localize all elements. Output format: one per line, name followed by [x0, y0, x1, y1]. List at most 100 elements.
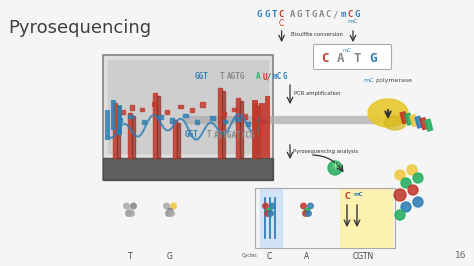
Bar	[113, 103, 117, 158]
Text: T: T	[353, 52, 361, 64]
Bar	[195, 120, 199, 124]
Bar	[232, 108, 237, 111]
Bar	[415, 116, 423, 128]
Bar	[153, 93, 157, 158]
Circle shape	[328, 161, 342, 175]
Bar	[165, 110, 169, 114]
Bar	[405, 113, 413, 125]
Text: AGTG: AGTG	[227, 72, 246, 81]
Text: G: G	[257, 10, 263, 19]
Text: G: G	[369, 52, 377, 64]
Text: Cycles: Cycles	[242, 253, 258, 258]
Bar	[117, 106, 120, 158]
Text: Bisulfite conversion: Bisulfite conversion	[292, 32, 343, 38]
Text: Pyrosequencing analysis: Pyrosequencing analysis	[293, 149, 358, 155]
Circle shape	[407, 165, 417, 175]
Bar	[210, 116, 215, 120]
Text: 16: 16	[455, 251, 466, 260]
Text: G: G	[283, 72, 288, 81]
Text: A: A	[304, 252, 310, 261]
Bar	[183, 114, 188, 117]
Bar	[111, 100, 117, 130]
Bar	[142, 120, 146, 124]
Text: T: T	[304, 10, 310, 19]
Text: A: A	[290, 10, 295, 19]
Ellipse shape	[368, 99, 408, 127]
Bar	[255, 188, 395, 248]
Circle shape	[129, 211, 134, 216]
Text: C: C	[321, 52, 329, 64]
Bar	[259, 103, 265, 158]
Text: C: C	[326, 10, 331, 19]
Circle shape	[413, 197, 423, 207]
Text: /: /	[333, 10, 338, 19]
Bar	[253, 110, 258, 114]
Text: C: C	[279, 19, 284, 28]
Bar	[178, 105, 183, 108]
Bar	[103, 55, 273, 180]
Circle shape	[395, 210, 405, 220]
Bar	[170, 118, 174, 123]
Text: T: T	[207, 130, 211, 139]
Bar	[243, 114, 247, 119]
Text: G: G	[297, 10, 302, 19]
Bar	[132, 116, 135, 158]
Circle shape	[166, 211, 171, 216]
Text: *: *	[331, 161, 338, 175]
Text: A: A	[256, 72, 261, 81]
Circle shape	[304, 208, 310, 214]
Bar	[425, 119, 433, 131]
Circle shape	[169, 211, 174, 216]
Bar	[108, 60, 268, 153]
Bar	[240, 101, 243, 158]
Bar	[222, 91, 225, 158]
Text: T: T	[272, 10, 277, 19]
Bar	[222, 112, 226, 116]
Bar	[140, 108, 144, 111]
Circle shape	[303, 211, 308, 216]
Circle shape	[306, 211, 311, 216]
Circle shape	[394, 189, 406, 201]
Circle shape	[401, 202, 411, 212]
Circle shape	[124, 203, 129, 209]
Bar	[218, 88, 222, 158]
Text: GGT: GGT	[185, 130, 199, 139]
FancyBboxPatch shape	[313, 44, 392, 69]
Circle shape	[171, 203, 176, 209]
Bar	[235, 117, 240, 121]
Text: polymerase: polymerase	[375, 78, 412, 83]
Circle shape	[263, 203, 268, 209]
Bar	[246, 122, 250, 126]
Text: AGTGAT/CG: AGTGAT/CG	[214, 130, 255, 139]
Circle shape	[127, 208, 133, 214]
Circle shape	[164, 203, 169, 209]
Text: GGT: GGT	[195, 72, 209, 81]
Bar	[106, 110, 110, 140]
Circle shape	[408, 185, 418, 195]
Bar	[173, 120, 177, 158]
Bar	[420, 118, 428, 130]
Circle shape	[270, 203, 275, 209]
Circle shape	[131, 203, 136, 209]
Bar	[120, 110, 125, 114]
Bar	[253, 103, 257, 158]
Bar	[103, 158, 273, 180]
Bar	[223, 120, 227, 123]
Circle shape	[301, 203, 306, 209]
Text: C: C	[279, 10, 284, 19]
Text: PCR amplification: PCR amplification	[294, 92, 340, 97]
Bar	[158, 115, 163, 119]
Text: mC: mC	[354, 192, 364, 197]
Text: T: T	[128, 252, 132, 261]
Bar	[252, 100, 258, 158]
Circle shape	[401, 178, 411, 188]
Text: C: C	[347, 10, 353, 19]
Circle shape	[395, 170, 405, 180]
Text: A: A	[319, 10, 324, 19]
Circle shape	[413, 173, 423, 183]
Bar	[128, 115, 133, 118]
Bar	[400, 112, 408, 124]
Text: G: G	[167, 252, 173, 261]
Circle shape	[167, 208, 173, 214]
Text: C: C	[266, 252, 272, 261]
